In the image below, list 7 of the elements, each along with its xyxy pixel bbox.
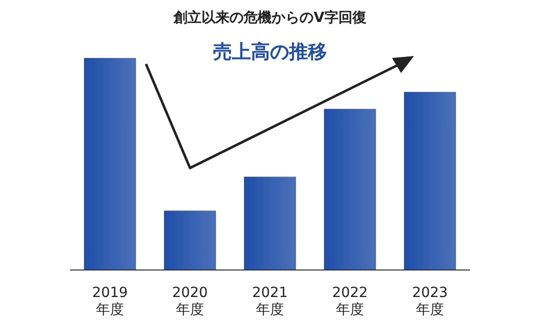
- x-tick-label: 2021 年度: [252, 285, 288, 318]
- x-tick-label: 2023 年度: [412, 285, 448, 318]
- chart-title: 創立以来の危機からのV字回復: [172, 9, 366, 26]
- x-tick-label: 2019 年度: [92, 285, 128, 318]
- x-tick-label: 2022 年度: [332, 285, 368, 318]
- x-tick-label: 2020 年度: [172, 285, 208, 318]
- chart-subtitle: 売上高の推移: [213, 41, 327, 63]
